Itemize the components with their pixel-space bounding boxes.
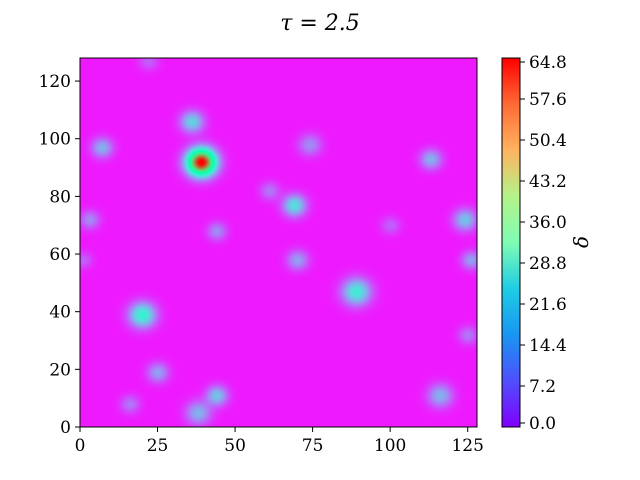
colorbar-tick-label: 50.4 bbox=[529, 131, 567, 151]
colorbar-tick-label: 0.0 bbox=[529, 414, 556, 434]
colorbar-gradient bbox=[501, 57, 521, 428]
x-tick-label: 100 bbox=[374, 436, 406, 456]
colorbar-tick-label: 43.2 bbox=[529, 172, 567, 192]
colorbar-tick-label: 28.8 bbox=[529, 254, 567, 274]
y-tick-label: 0 bbox=[60, 418, 71, 438]
chart-title: τ = 2.5 bbox=[280, 11, 360, 36]
colorbar-label: δ bbox=[569, 236, 593, 248]
y-tick-label: 120 bbox=[39, 72, 71, 92]
colorbar-tick-label: 14.4 bbox=[529, 336, 567, 356]
colorbar: 0.0 7.2 14.4 21.6 28.8 36.0 43.2 50.4 57.6 64.8 δ bbox=[501, 53, 593, 434]
colorbar-tick-label: 7.2 bbox=[529, 377, 556, 397]
x-tick-label: 125 bbox=[451, 436, 483, 456]
y-tick-label: 40 bbox=[49, 303, 71, 323]
x-tick-label: 25 bbox=[147, 436, 169, 456]
plot-frame bbox=[79, 57, 478, 428]
y-tick-label: 80 bbox=[49, 187, 71, 207]
y-axis: 0 20 40 60 80 100 120 bbox=[39, 72, 80, 438]
heatmap-canvas bbox=[80, 58, 477, 427]
x-tick-label: 50 bbox=[224, 436, 246, 456]
x-tick-label: 75 bbox=[302, 436, 324, 456]
x-axis: 0 25 50 75 100 125 bbox=[75, 427, 484, 456]
colorbar-tick-label: 36.0 bbox=[529, 213, 567, 233]
colorbar-tick-label: 57.6 bbox=[529, 90, 567, 110]
colorbar-tick-label: 21.6 bbox=[529, 295, 567, 315]
colorbar-ticks: 0.0 7.2 14.4 21.6 28.8 36.0 43.2 50.4 57.6 64.8 bbox=[520, 53, 567, 434]
colorbar-tick-label: 64.8 bbox=[529, 53, 567, 73]
y-tick-label: 20 bbox=[49, 360, 71, 380]
y-tick-label: 100 bbox=[39, 130, 71, 150]
y-tick-label: 60 bbox=[49, 245, 71, 265]
plot-area bbox=[79, 57, 478, 428]
x-tick-label: 0 bbox=[75, 436, 86, 456]
